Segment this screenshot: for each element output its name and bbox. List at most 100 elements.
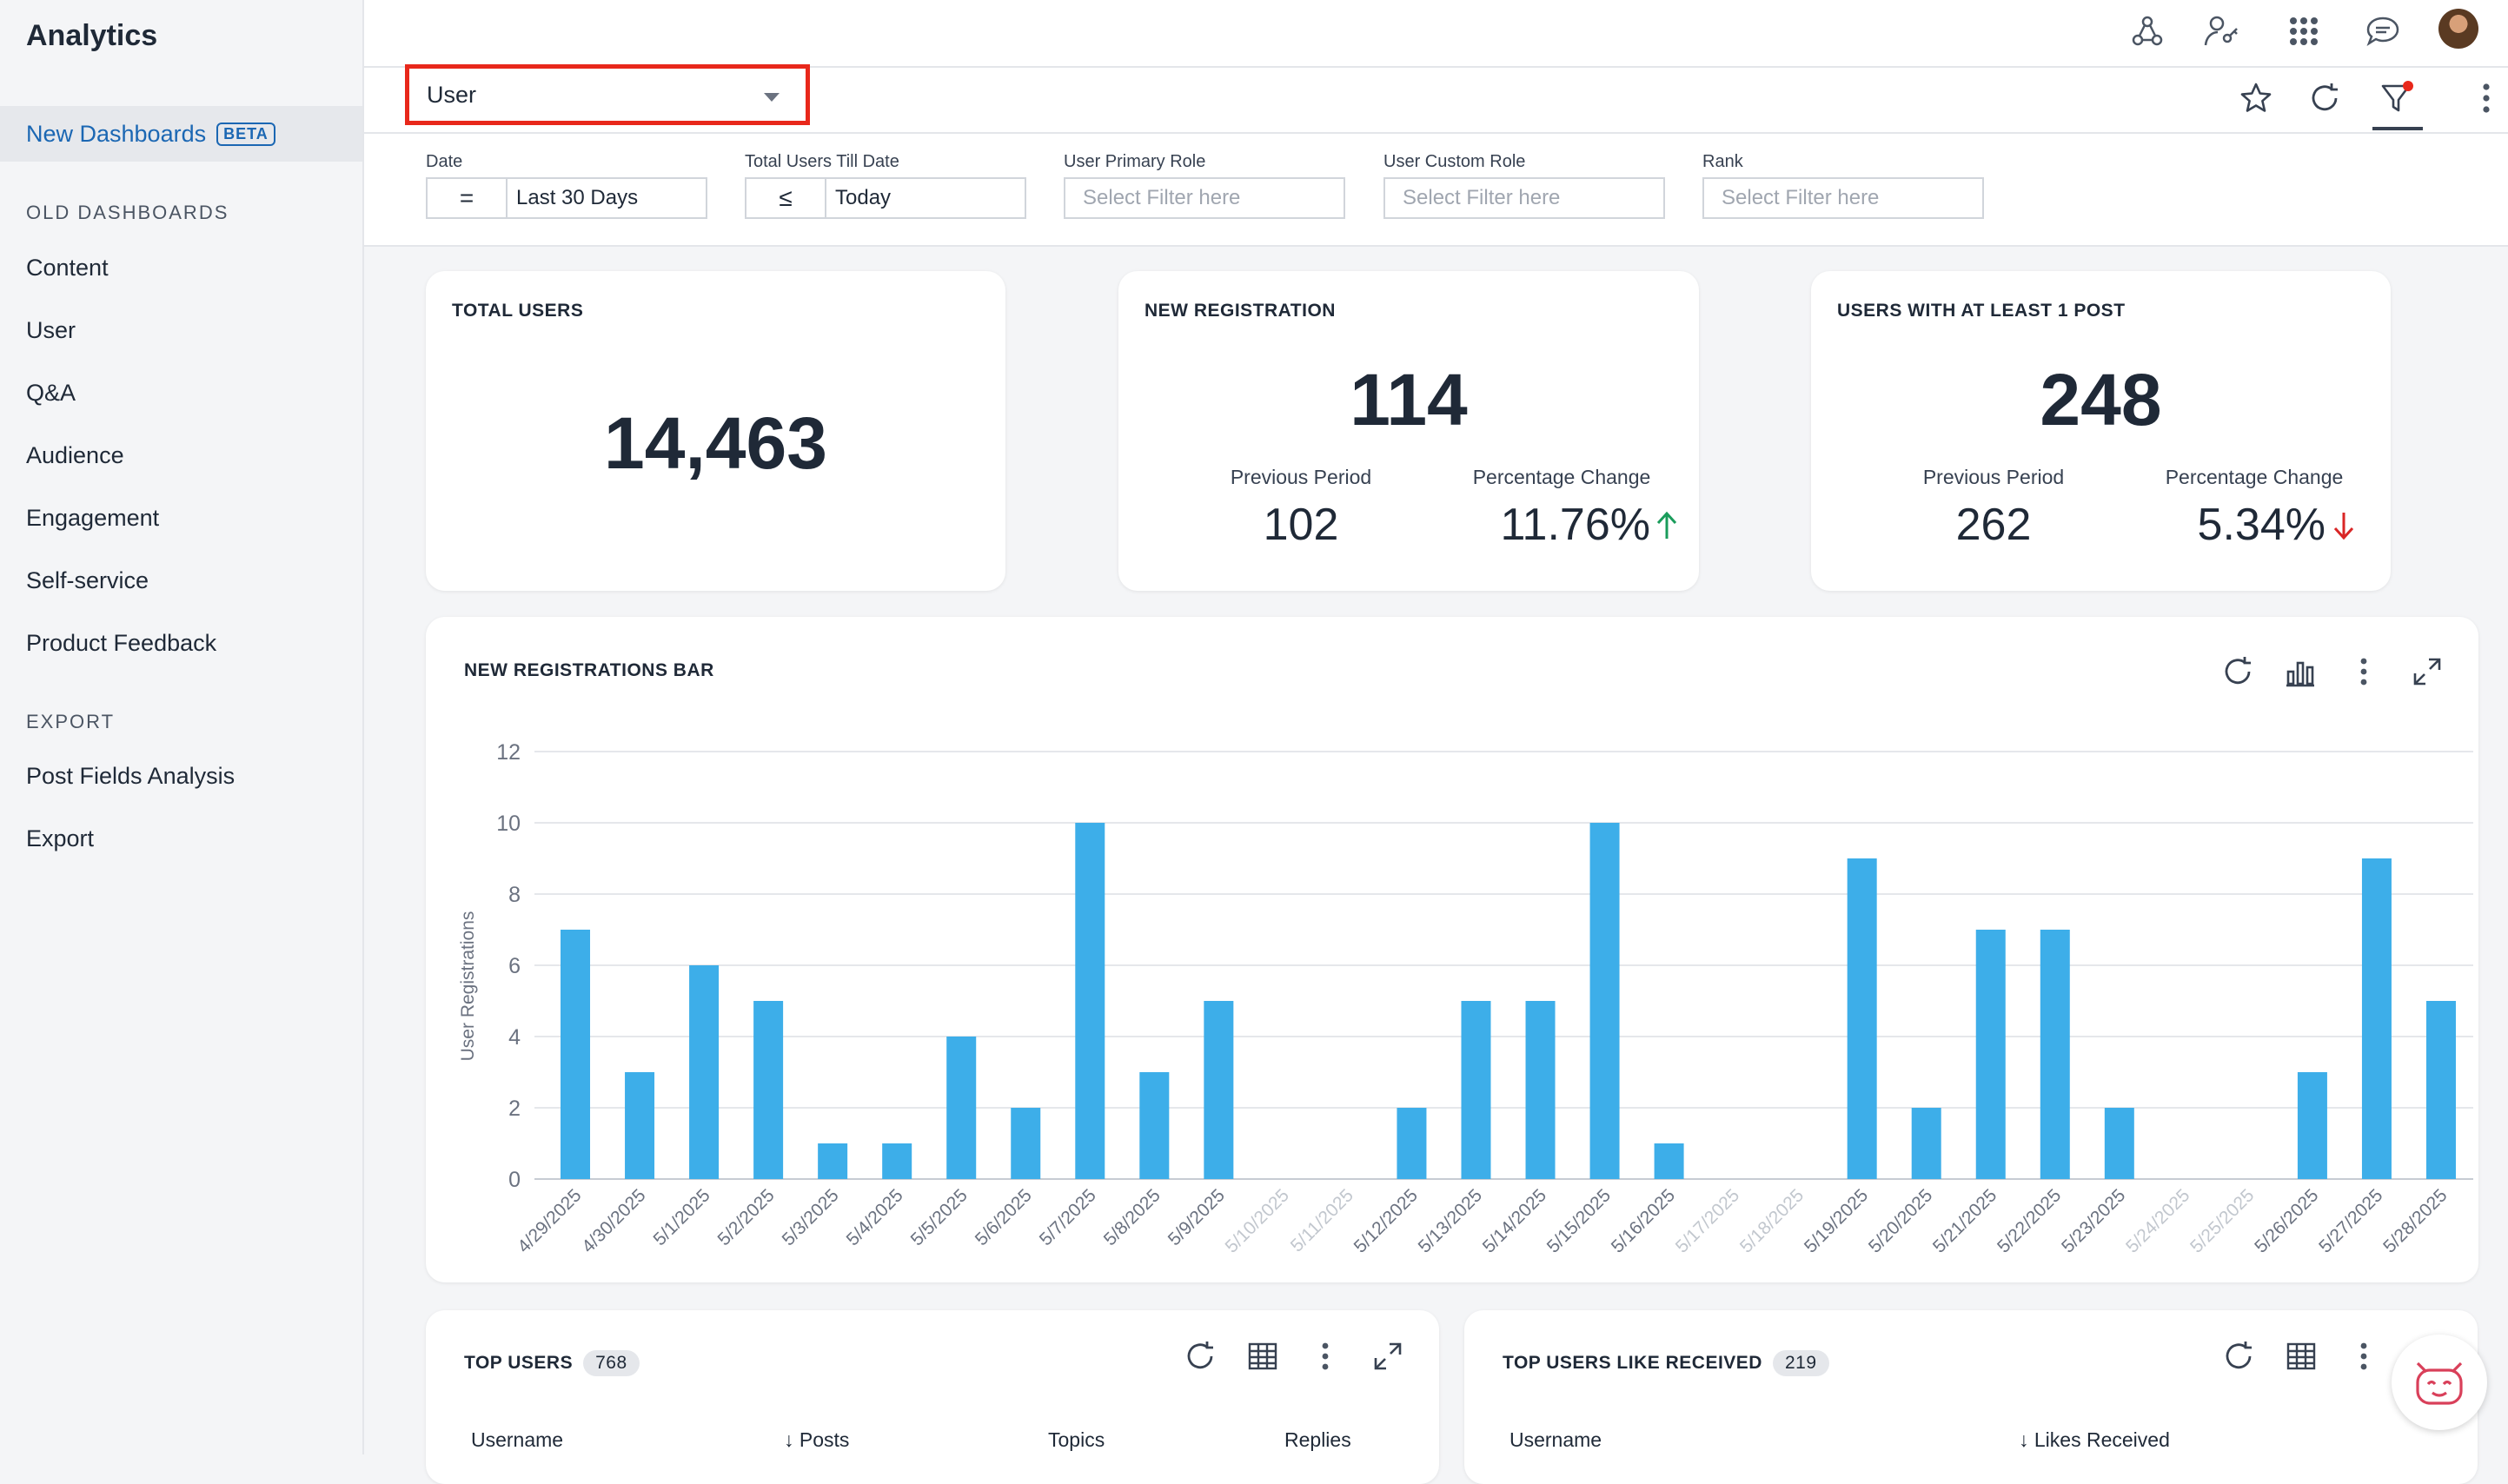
bar[interactable] — [1461, 1001, 1491, 1179]
assistant-bot-icon — [2416, 1361, 2463, 1405]
filter-custom-role[interactable]: Select Filter here — [1383, 177, 1665, 219]
top-users-title-text: TOP USERS — [464, 1353, 574, 1373]
filter-primary-role[interactable]: Select Filter here — [1064, 177, 1345, 219]
user-key-icon[interactable] — [2200, 10, 2242, 52]
x-tick-label: 5/11/2025 — [1287, 1185, 1357, 1255]
filter-date-operator[interactable]: = — [428, 179, 508, 217]
filter-rank[interactable]: Select Filter here — [1702, 177, 1984, 219]
top-likes-table-icon[interactable] — [2279, 1335, 2323, 1378]
bar[interactable] — [1975, 930, 2006, 1179]
nav-engagement[interactable]: Engagement — [26, 505, 160, 531]
top-users-more-icon[interactable] — [1304, 1335, 1347, 1378]
x-tick-label: 5/3/2025 — [779, 1185, 843, 1249]
bar[interactable] — [625, 1072, 655, 1179]
x-tick-label: 5/20/2025 — [1865, 1185, 1936, 1256]
bar[interactable] — [561, 930, 591, 1179]
bar[interactable] — [1654, 1143, 1684, 1179]
more-icon[interactable] — [2465, 76, 2508, 120]
bar[interactable] — [2425, 1001, 2456, 1179]
kpi-total-users: TOTAL USERS 14,463 — [426, 271, 1005, 591]
bar[interactable] — [2297, 1072, 2327, 1179]
x-tick-label: 5/6/2025 — [972, 1185, 1036, 1249]
expand-icon[interactable] — [2405, 650, 2449, 693]
sort-down-icon: ↓ — [2019, 1428, 2034, 1451]
filter-total-users-operator[interactable]: ≤ — [746, 179, 826, 217]
bar[interactable] — [1139, 1072, 1170, 1179]
bar[interactable] — [1011, 1108, 1041, 1179]
chart-refresh-icon[interactable] — [2216, 650, 2259, 693]
x-tick-label: 5/10/2025 — [1222, 1185, 1293, 1256]
x-tick-label: 5/9/2025 — [1164, 1185, 1229, 1249]
bar[interactable] — [1911, 1108, 1941, 1179]
top-likes-more-icon[interactable] — [2342, 1335, 2385, 1378]
nav-audience[interactable]: Audience — [26, 442, 124, 468]
refresh-icon[interactable] — [2303, 76, 2346, 120]
x-tick-label: 5/16/2025 — [1608, 1185, 1679, 1256]
dashboard-select[interactable]: User — [405, 64, 810, 125]
kpi-new-registration-prev-label: Previous Period — [1230, 466, 1372, 488]
apps-grid-icon[interactable] — [2283, 10, 2325, 52]
kpi-new-registration: NEW REGISTRATION 114 Previous Period 102… — [1118, 271, 1699, 591]
filter-date[interactable]: = Last 30 Days — [426, 177, 707, 219]
col-topics[interactable]: Topics — [1048, 1428, 1105, 1451]
col-replies[interactable]: Replies — [1284, 1428, 1351, 1451]
col-likes-received[interactable]: ↓ Likes Received — [2019, 1428, 2170, 1452]
nav-product-feedback[interactable]: Product Feedback — [26, 630, 217, 656]
bar[interactable] — [1525, 1001, 1556, 1179]
new-registrations-chart-card: NEW REGISTRATIONS BAR User Registrations… — [426, 617, 2478, 1282]
nav-export[interactable]: Export — [26, 825, 95, 851]
nav-self-service[interactable]: Self-service — [26, 567, 149, 593]
filter-primary-role-label: User Primary Role — [1064, 152, 1206, 171]
top-likes-refresh-icon[interactable] — [2217, 1335, 2260, 1378]
x-tick-label: 5/25/2025 — [2186, 1185, 2258, 1256]
bar[interactable] — [2040, 930, 2070, 1179]
col-username[interactable]: Username — [471, 1428, 564, 1451]
top-users-expand-icon[interactable] — [1366, 1335, 1410, 1378]
col-username-likes[interactable]: Username — [1509, 1428, 1602, 1451]
assistant-button[interactable] — [2392, 1335, 2487, 1430]
chevron-down-icon — [764, 93, 780, 102]
bar[interactable] — [946, 1037, 977, 1179]
chat-icon[interactable] — [2362, 10, 2404, 52]
nav-qa[interactable]: Q&A — [26, 380, 76, 406]
chart-more-icon[interactable] — [2342, 650, 2385, 693]
y-tick-label: 6 — [508, 954, 521, 978]
bar-chart-icon[interactable] — [2279, 650, 2322, 693]
bar[interactable] — [689, 965, 720, 1179]
filter-custom-role-placeholder: Select Filter here — [1403, 186, 1561, 209]
bar[interactable] — [1589, 823, 1620, 1179]
filter-primary-role-placeholder: Select Filter here — [1083, 186, 1241, 209]
filter-icon[interactable] — [2376, 76, 2419, 120]
top-users-table-icon[interactable] — [1241, 1335, 1284, 1378]
x-tick-label: 5/21/2025 — [1929, 1185, 2000, 1256]
bar[interactable] — [1204, 1001, 1234, 1179]
bar[interactable] — [882, 1143, 912, 1179]
avatar[interactable] — [2438, 9, 2478, 49]
bar[interactable] — [1075, 823, 1105, 1179]
bar[interactable] — [1397, 1108, 1427, 1179]
bar[interactable] — [2104, 1108, 2134, 1179]
star-icon[interactable] — [2234, 76, 2278, 120]
y-tick-label: 0 — [508, 1168, 521, 1192]
bar[interactable] — [2361, 858, 2392, 1179]
y-tick-label: 12 — [496, 740, 521, 765]
registrations-bar-chart: User Registrations 0 2 4 6 8 10 12 4/29/20254/3… — [458, 740, 2473, 1257]
x-tick-label: 5/1/2025 — [650, 1185, 714, 1249]
nav-new-dashboards[interactable]: New Dashboards BETA — [0, 106, 362, 162]
workflow-icon[interactable] — [2126, 10, 2168, 52]
filter-total-users[interactable]: ≤ Today — [745, 177, 1026, 219]
bar[interactable] — [1847, 858, 1877, 1179]
nav-content[interactable]: Content — [26, 255, 109, 281]
nav-user[interactable]: User — [26, 317, 76, 343]
top-users-refresh-icon[interactable] — [1178, 1335, 1222, 1378]
nav-post-fields-analysis[interactable]: Post Fields Analysis — [26, 763, 236, 789]
y-tick-label: 4 — [508, 1025, 521, 1050]
bar[interactable] — [818, 1143, 848, 1179]
bar[interactable] — [753, 1001, 784, 1179]
x-tick-label: 5/4/2025 — [843, 1185, 907, 1249]
beta-badge: BETA — [216, 122, 275, 146]
top-likes-title: TOP USERS LIKE RECEIVED 219 — [1503, 1350, 1829, 1376]
col-posts[interactable]: ↓ Posts — [784, 1428, 849, 1452]
x-tick-label: 5/5/2025 — [907, 1185, 972, 1249]
x-tick-label: 5/2/2025 — [714, 1185, 779, 1249]
